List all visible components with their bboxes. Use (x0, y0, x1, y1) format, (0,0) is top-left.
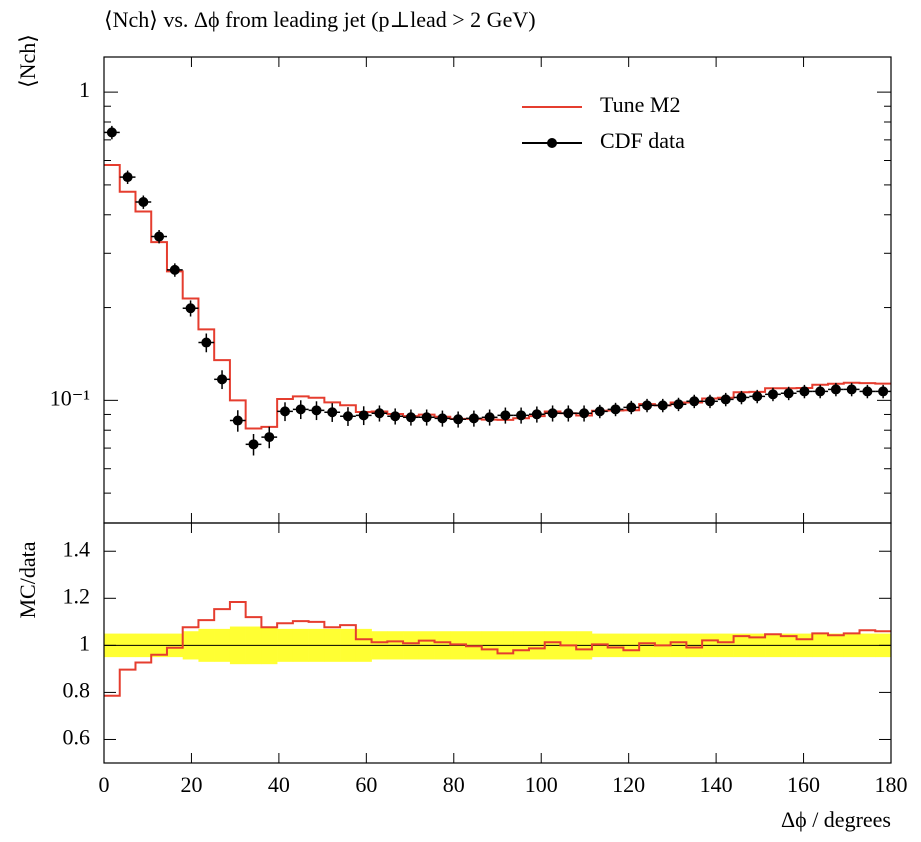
data-point (531, 409, 542, 420)
data-point (783, 388, 794, 399)
data-point (264, 432, 275, 443)
data-point (390, 411, 401, 422)
data-point (217, 374, 228, 385)
data-point (642, 400, 653, 411)
legend-label: Tune M2 (600, 92, 681, 117)
data-point (815, 386, 826, 397)
data-point (437, 413, 448, 424)
data-point (421, 412, 432, 423)
data-point (295, 404, 306, 415)
data-point (405, 412, 416, 423)
data-point (185, 303, 196, 314)
x-tick-label: 0 (99, 772, 110, 797)
data-point (516, 410, 527, 421)
data-point (673, 399, 684, 410)
data-point (327, 407, 338, 418)
y-axis-label: ⟨Nch⟩ (15, 34, 40, 88)
data-point (122, 172, 133, 183)
ratio-tick-label: 0.8 (63, 677, 91, 702)
data-point (704, 396, 715, 407)
data-point (280, 406, 291, 417)
ratio-line (104, 601, 891, 697)
x-tick-label: 160 (787, 772, 820, 797)
data-point (563, 408, 574, 419)
ratio-frame (103, 522, 892, 764)
ratio-axis-label: MC/data (15, 541, 40, 618)
data-point (689, 396, 700, 407)
data-point (767, 389, 778, 400)
chart-title: ⟨Nch⟩ vs. Δϕ from leading jet (p⊥lead > … (104, 7, 536, 32)
x-axis-label: Δϕ / degrees (781, 807, 891, 832)
data-point (453, 414, 464, 425)
data-point (846, 384, 857, 395)
x-tick-label: 180 (875, 772, 908, 797)
mc-line (104, 164, 891, 430)
data-point (720, 394, 731, 405)
data-point (547, 408, 558, 419)
data-point (626, 402, 637, 413)
ratio-tick-label: 1 (79, 630, 90, 655)
x-tick-label: 120 (612, 772, 645, 797)
ratio-tick-label: 0.6 (63, 725, 91, 750)
data-point (830, 384, 841, 395)
data-point (358, 410, 369, 421)
data-point (736, 392, 747, 403)
x-tick-label: 140 (700, 772, 733, 797)
x-tick-label: 40 (268, 772, 290, 797)
legend-marker (547, 138, 557, 148)
ratio-tick-label: 1.2 (63, 583, 91, 608)
data-point (342, 411, 353, 422)
x-tick-label: 60 (355, 772, 377, 797)
data-point (862, 386, 873, 397)
data-point (248, 439, 259, 450)
data-point (878, 386, 889, 397)
data-point (500, 410, 511, 421)
y-tick-label: 10⁻¹ (50, 385, 90, 410)
data-point (468, 413, 479, 424)
ratio-tick-label: 1.4 (63, 536, 91, 561)
data-point (657, 400, 668, 411)
data-point (752, 391, 763, 402)
data-point (201, 337, 212, 348)
data-point (311, 405, 322, 416)
x-tick-label: 20 (180, 772, 202, 797)
legend-label: CDF data (600, 128, 685, 153)
data-point (169, 264, 180, 275)
plot-frame (103, 56, 892, 524)
data-point (484, 412, 495, 423)
data-point (106, 127, 117, 138)
data-point (374, 408, 385, 419)
x-tick-label: 100 (525, 772, 558, 797)
data-point (232, 415, 243, 426)
data-point (594, 406, 605, 417)
data-point (579, 408, 590, 419)
data-point (610, 404, 621, 415)
data-point (799, 386, 810, 397)
data-point (138, 197, 149, 208)
x-tick-label: 80 (443, 772, 465, 797)
y-tick-label: 1 (79, 77, 90, 102)
data-point (154, 231, 165, 242)
